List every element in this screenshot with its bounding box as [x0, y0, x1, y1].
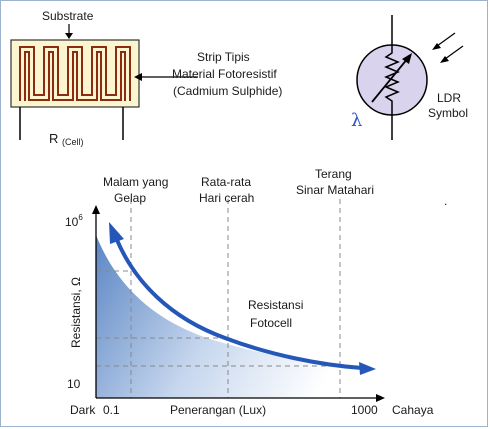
- photoresistive-strip-outer: [19, 46, 131, 101]
- light-ray-arrowhead-2: [440, 56, 449, 63]
- substrate-plate: [10, 39, 140, 108]
- ldr-symbol: λ LDR Symbol: [351, 15, 468, 140]
- curve-arrowhead-top: [109, 222, 124, 244]
- ldr-construction: Substrate R (Cell) Strip Tipis Material …: [10, 9, 282, 147]
- area-under-curve: [96, 235, 380, 398]
- label-dark-night-line2: Gelap: [114, 191, 146, 205]
- y-axis-title: Resistansi, Ω: [69, 277, 83, 348]
- light-ray-arrowhead-1: [432, 43, 441, 50]
- stray-dot: .: [444, 194, 447, 208]
- ldr-label-line1: LDR: [437, 91, 461, 105]
- strip-label-line3: (Cadmium Sulphide): [173, 84, 282, 98]
- y-tick-bottom: 10: [67, 377, 81, 391]
- curve-label-line1: Resistansi: [248, 298, 303, 312]
- label-bright-sun-line1: Terang: [315, 167, 352, 181]
- photoresistive-strip-inner: [24, 51, 126, 101]
- resistance-graph: Malam yang Gelap Rata-rata Hari cerah Te…: [65, 167, 447, 417]
- curve-arrowhead-bottom: [359, 362, 376, 375]
- resistor-label: R (Cell): [49, 131, 84, 147]
- ldr-symbol-variable-arrow: [371, 57, 409, 103]
- strip-label-line1: Strip Tipis: [197, 50, 250, 64]
- x-start-label: Dark: [70, 403, 96, 417]
- substrate-label: Substrate: [42, 9, 94, 23]
- y-axis-arrowhead: [92, 205, 100, 214]
- ldr-label-line2: Symbol: [428, 106, 468, 120]
- strip-label-line2: Material Fotoresistif: [172, 67, 277, 81]
- x-axis-title: Penerangan (Lux): [170, 403, 266, 417]
- y-tick-top: 106: [65, 213, 83, 229]
- label-dark-night-line1: Malam yang: [103, 175, 168, 189]
- label-average-day-line2: Hari cerah: [199, 191, 254, 205]
- x-axis-arrowhead: [376, 394, 385, 402]
- substrate-arrowhead: [65, 33, 73, 39]
- ldr-symbol-variable-arrowhead: [402, 53, 412, 64]
- x-end-label: Cahaya: [392, 403, 434, 417]
- curve-label-line2: Fotocell: [250, 316, 292, 330]
- label-bright-sun-line2: Sinar Matahari: [296, 183, 374, 197]
- lambda-symbol: λ: [351, 110, 362, 131]
- light-ray-arrow-1: [436, 32, 456, 47]
- light-ray-arrow-2: [444, 45, 464, 60]
- ldr-symbol-resistor-zigzag: [384, 45, 400, 115]
- x-tick-left: 0.1: [103, 403, 120, 417]
- label-average-day-line1: Rata-rata: [201, 175, 251, 189]
- strip-pointer-arrowhead: [134, 73, 142, 81]
- guide-lines: [96, 199, 341, 398]
- resistance-curve: [115, 239, 363, 370]
- x-tick-right: 1000: [351, 403, 378, 417]
